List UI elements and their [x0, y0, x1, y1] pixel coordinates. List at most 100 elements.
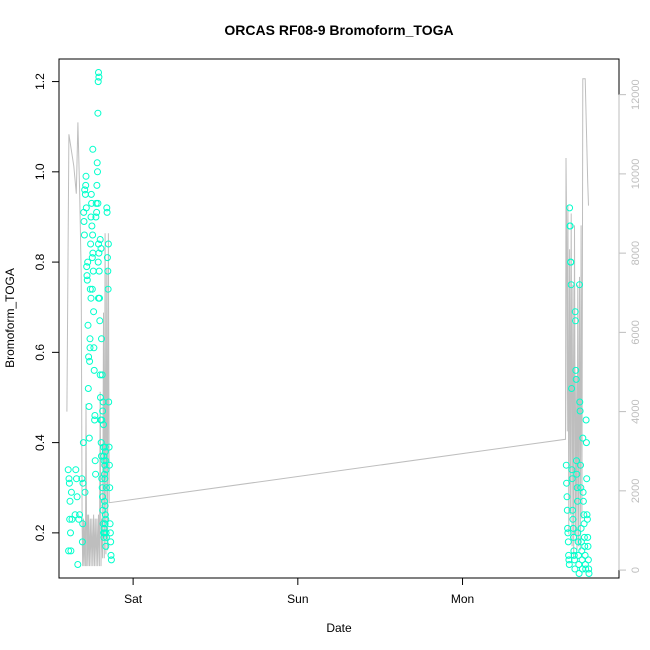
- data-point: [67, 488, 75, 496]
- data-point: [564, 538, 572, 546]
- data-point: [571, 556, 578, 564]
- data-point: [64, 466, 72, 474]
- point-series-layer: [64, 69, 593, 577]
- data-point: [95, 294, 102, 302]
- data-point: [75, 515, 83, 523]
- data-point: [93, 181, 101, 189]
- data-point: [105, 398, 113, 406]
- data-point: [585, 570, 593, 577]
- data-point: [568, 385, 576, 392]
- y-tick-label: 0.4: [33, 434, 47, 451]
- data-point: [579, 488, 587, 496]
- data-point: [99, 407, 107, 415]
- data-point: [582, 416, 590, 424]
- y-tick-label: 0.6: [33, 344, 47, 361]
- line-series-layer: [66, 78, 589, 567]
- data-point: [100, 457, 108, 465]
- data-point: [104, 285, 112, 293]
- data-point: [575, 570, 583, 577]
- data-point: [65, 547, 73, 555]
- data-point: [83, 263, 91, 271]
- data-point: [567, 281, 575, 289]
- data-point: [94, 258, 102, 266]
- y2-tick-label: 10000: [630, 159, 642, 190]
- data-point: [71, 511, 79, 519]
- data-point: [571, 308, 579, 316]
- data-point: [572, 366, 580, 374]
- data-point: [106, 529, 114, 537]
- data-point: [570, 547, 578, 555]
- data-point: [98, 416, 106, 424]
- data-point: [577, 461, 584, 469]
- data-point: [85, 353, 93, 361]
- data-point: [100, 452, 108, 460]
- data-point: [581, 542, 589, 550]
- data-point: [574, 538, 582, 546]
- data-point: [99, 493, 106, 501]
- y2-tick-label: 2000: [630, 479, 642, 503]
- data-point: [102, 529, 110, 537]
- data-point: [101, 461, 109, 469]
- data-point: [582, 565, 590, 573]
- data-point: [86, 285, 94, 293]
- data-point: [65, 475, 73, 483]
- data-point: [91, 412, 99, 419]
- data-point: [105, 443, 113, 451]
- data-point: [573, 470, 581, 478]
- y2-tick-label: 6000: [630, 320, 642, 344]
- data-point: [574, 529, 582, 537]
- data-point: [97, 245, 105, 252]
- y2-tick-label: 4000: [630, 399, 642, 423]
- data-point: [81, 488, 89, 496]
- data-point: [565, 561, 573, 568]
- data-point: [582, 439, 590, 447]
- data-point: [94, 199, 102, 207]
- data-point: [562, 461, 570, 469]
- data-point: [566, 204, 574, 212]
- data-point: [583, 511, 591, 519]
- data-point: [580, 511, 588, 519]
- data-point: [78, 475, 86, 483]
- data-point: [84, 321, 92, 329]
- data-point: [102, 515, 110, 523]
- x-tick-label: Sat: [124, 592, 143, 606]
- data-point: [102, 466, 110, 474]
- data-point: [96, 236, 104, 243]
- y-tick-label: 1.0: [33, 163, 47, 180]
- data-point: [82, 172, 90, 180]
- data-point: [104, 240, 112, 248]
- data-point: [579, 434, 587, 442]
- data-point: [570, 551, 578, 559]
- data-point: [580, 533, 588, 541]
- data-point: [87, 190, 95, 198]
- data-point: [580, 520, 588, 528]
- data-point: [101, 497, 108, 505]
- data-point: [569, 506, 577, 514]
- data-point: [96, 317, 104, 325]
- data-point: [72, 466, 80, 474]
- data-point: [584, 533, 592, 541]
- data-point: [95, 69, 102, 76]
- data-point: [84, 258, 92, 266]
- data-point: [107, 556, 115, 564]
- y-tick-label: 0.8: [33, 253, 47, 270]
- data-point: [80, 231, 88, 239]
- data-point: [83, 276, 91, 284]
- data-point: [89, 231, 97, 239]
- data-point: [86, 357, 94, 365]
- data-point: [87, 213, 95, 221]
- data-point: [101, 520, 109, 528]
- data-point: [66, 497, 74, 505]
- data-point: [85, 434, 93, 442]
- data-point: [572, 375, 580, 383]
- x-tick-label: Sun: [287, 592, 308, 606]
- data-point: [92, 213, 100, 221]
- data-point: [576, 281, 583, 289]
- data-point: [585, 565, 593, 573]
- data-point: [568, 475, 576, 483]
- series-line: [66, 78, 589, 567]
- data-point: [79, 439, 87, 447]
- data-point: [584, 556, 592, 564]
- data-point: [104, 267, 112, 275]
